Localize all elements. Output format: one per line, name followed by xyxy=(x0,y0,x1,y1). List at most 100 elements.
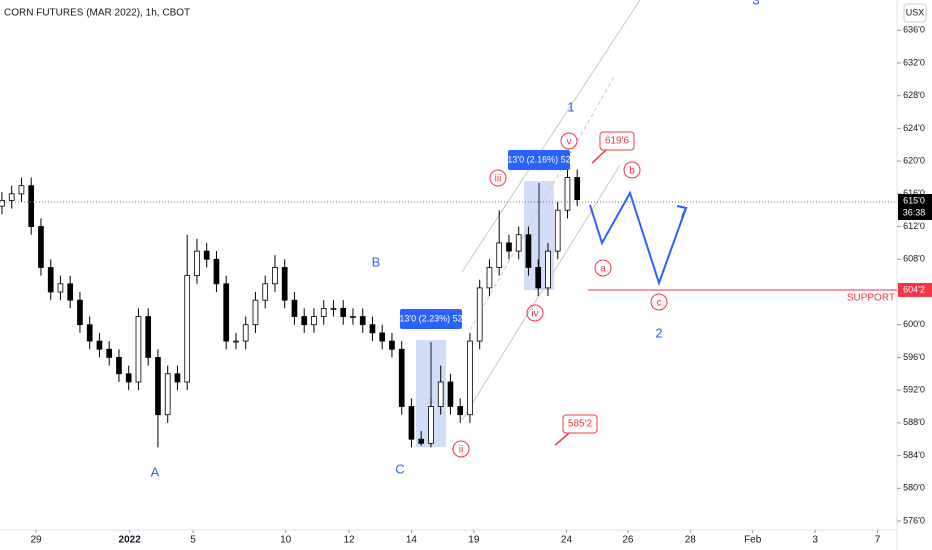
candle-body xyxy=(506,242,512,252)
wave-label: 1 xyxy=(567,99,574,114)
measure-label: 13'0 (2.23%) 52 xyxy=(399,313,462,323)
callout-pointer xyxy=(591,149,607,164)
subwave-circle xyxy=(594,259,612,277)
x-tick-label: 19 xyxy=(468,535,480,546)
subwave-label: c xyxy=(657,298,662,309)
candle-body xyxy=(281,267,288,301)
candle-body xyxy=(476,287,483,342)
candle-body xyxy=(447,381,454,407)
y-tick-label: 612'0 xyxy=(903,221,925,231)
x-tick-label: 28 xyxy=(685,535,697,546)
subwave-circle xyxy=(650,293,668,311)
wave-label: B xyxy=(372,254,381,269)
x-tick-label: 2022 xyxy=(119,535,142,546)
support-price: 604'2 xyxy=(903,284,925,294)
countdown: 36:38 xyxy=(903,207,926,217)
candle-body xyxy=(486,267,493,289)
y-tick-label: 600'0 xyxy=(903,319,925,329)
channel-line xyxy=(461,0,641,273)
support-box xyxy=(898,282,932,297)
wave-label: A xyxy=(151,464,160,479)
candle-body xyxy=(272,267,278,285)
price-axis xyxy=(897,0,932,550)
callout-box xyxy=(562,414,598,434)
wave-label: 3 xyxy=(752,0,759,7)
measure-label-box xyxy=(400,309,462,329)
candle-body xyxy=(359,316,366,326)
candle-body xyxy=(18,185,25,195)
candle-body xyxy=(28,185,35,227)
candle-body xyxy=(467,340,473,416)
candle-body xyxy=(67,283,74,301)
callout-label: 619'6 xyxy=(605,136,630,147)
candle-body xyxy=(38,226,44,268)
candle-body xyxy=(77,299,83,326)
candle-body xyxy=(242,324,249,342)
y-tick-label: 592'0 xyxy=(903,385,925,395)
candle-body xyxy=(116,357,122,375)
candle-body xyxy=(418,438,425,444)
x-tick-label: 7 xyxy=(875,535,881,546)
x-tick-label: 12 xyxy=(343,535,355,546)
candle-body xyxy=(0,199,5,207)
measure-label-box xyxy=(508,150,570,170)
candle-body xyxy=(203,250,210,260)
candle-body xyxy=(369,324,376,334)
candle-body xyxy=(457,406,464,416)
y-tick-label: 632'0 xyxy=(903,57,925,67)
y-tick-label: 608'0 xyxy=(903,254,925,264)
wave-label: 2 xyxy=(655,325,662,340)
y-tick-label: 596'0 xyxy=(903,352,925,362)
last-price-box xyxy=(898,194,932,221)
candle-body xyxy=(340,307,347,317)
last-price-label: 615'0 xyxy=(903,195,925,205)
candle-body xyxy=(330,307,337,310)
x-tick-label: 3 xyxy=(812,535,818,546)
y-tick-label: 628'0 xyxy=(903,90,925,100)
candle-body xyxy=(164,373,171,416)
candle-body xyxy=(174,373,181,383)
candle-body xyxy=(311,316,317,326)
support-label: SUPPORT xyxy=(847,293,895,304)
candle-body xyxy=(428,406,434,444)
candle-body xyxy=(496,242,503,268)
chart-title: CORN FUTURES (MAR 2022), 1h, CBOT xyxy=(4,8,190,19)
candle-body xyxy=(47,267,54,293)
subwave-circle xyxy=(452,440,470,458)
y-tick-label: 576'0 xyxy=(903,515,925,525)
x-tick-label: 26 xyxy=(622,535,634,546)
candle-body xyxy=(86,324,93,342)
subwave-circle xyxy=(526,304,544,322)
subwave-circle xyxy=(560,132,578,150)
candle-body xyxy=(125,373,132,383)
projection-arrow xyxy=(676,205,688,218)
x-tick-label: 24 xyxy=(561,535,573,546)
candle-body xyxy=(535,267,542,289)
candle-body xyxy=(525,234,532,268)
candle-body xyxy=(184,275,191,383)
candle-body xyxy=(155,357,161,416)
wave-label: C xyxy=(395,461,404,476)
subwave-label: v xyxy=(567,137,572,148)
candle-body xyxy=(57,283,64,293)
candle-body xyxy=(194,250,200,277)
candle-body xyxy=(145,316,152,358)
y-tick-label: 616'0 xyxy=(903,188,925,198)
currency: USX xyxy=(906,7,925,17)
x-tick-label: 10 xyxy=(280,535,292,546)
subwave-label: iv xyxy=(531,309,538,320)
projection xyxy=(589,190,687,287)
y-tick-label: 636'0 xyxy=(903,25,925,35)
y-tick-label: 620'0 xyxy=(903,156,925,166)
candle-body xyxy=(545,250,551,289)
subwave-label: a xyxy=(600,264,606,275)
channel-line xyxy=(461,164,621,421)
measure-label: 13'0 (2.16%) 52 xyxy=(507,154,570,164)
y-tick-label: 624'0 xyxy=(903,123,925,133)
candle-body xyxy=(350,316,356,318)
candle-body xyxy=(379,332,386,342)
callout-pointer xyxy=(554,432,570,446)
candle-body xyxy=(554,209,561,252)
candle-body xyxy=(106,348,113,358)
